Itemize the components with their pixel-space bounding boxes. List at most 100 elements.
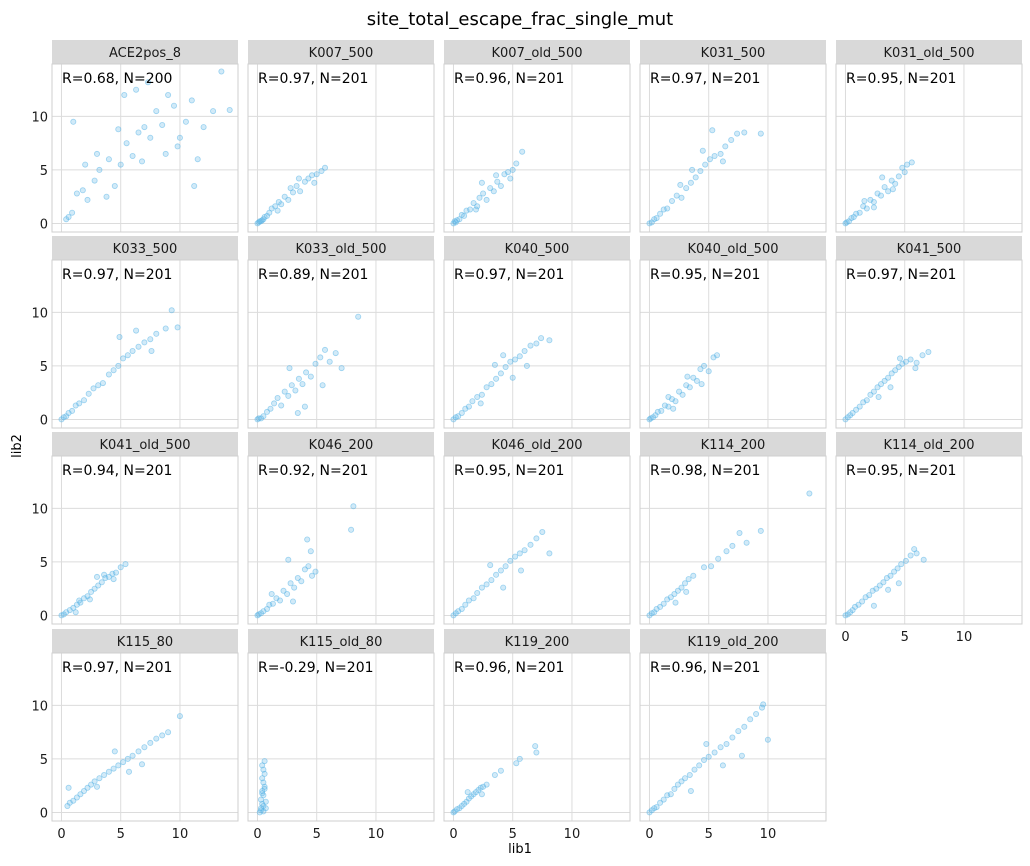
data-point	[512, 356, 519, 363]
data-point	[523, 362, 530, 369]
x-tick-label: 0	[449, 827, 457, 842]
data-point	[458, 409, 465, 416]
data-point	[653, 804, 660, 811]
panel-strip-label: K031_old_500	[884, 46, 975, 61]
data-point	[86, 596, 93, 603]
data-point	[881, 184, 888, 191]
panel-frame	[443, 63, 631, 233]
y-tick-label: 0	[40, 609, 48, 624]
panel-annotation: R=0.97, N=201	[454, 267, 564, 283]
data-point	[507, 358, 514, 365]
data-point	[693, 377, 700, 384]
data-point	[276, 597, 283, 604]
data-point	[901, 169, 908, 176]
data-point	[105, 371, 112, 378]
panel-k040-500: K040_500 R=0.97, N=201	[443, 236, 631, 429]
panel-annotation: R=0.95, N=201	[846, 463, 956, 479]
data-point	[174, 143, 181, 150]
data-point	[665, 403, 672, 410]
x-tick-label: 10	[956, 630, 973, 645]
data-point	[278, 201, 285, 208]
data-point	[493, 571, 500, 578]
panel-strip-label: K007_500	[309, 46, 374, 61]
data-point	[465, 403, 472, 410]
data-point	[483, 781, 490, 788]
data-point	[91, 177, 98, 184]
data-point	[291, 584, 298, 591]
data-point	[702, 161, 709, 168]
data-point	[509, 166, 516, 173]
data-point	[925, 348, 932, 355]
panel-strip	[248, 629, 434, 653]
y-axis-label: lib2	[10, 434, 25, 458]
data-point	[856, 209, 863, 216]
x-tick-label: 10	[172, 827, 189, 842]
data-point	[126, 768, 133, 775]
panel-strip-label: K040_500	[505, 242, 570, 257]
y-tick-label: 10	[31, 699, 48, 714]
panel-strip	[640, 629, 826, 653]
data-point	[307, 373, 314, 380]
y-tick-label: 0	[40, 413, 48, 428]
data-point	[870, 204, 877, 211]
x-tick-label: 0	[841, 630, 849, 645]
data-point	[747, 716, 754, 723]
data-point	[159, 732, 166, 739]
data-point	[135, 343, 142, 350]
data-point	[96, 166, 103, 173]
data-point	[887, 384, 894, 391]
data-point	[458, 606, 465, 613]
data-point	[670, 405, 677, 412]
panel-frame	[51, 63, 239, 233]
panel-strip	[836, 40, 1022, 64]
panel-k115-80: K115_80 R=0.97, N=201 0 5 10 0 5 10	[31, 629, 239, 842]
data-point	[895, 173, 902, 180]
data-point	[111, 748, 118, 755]
data-point	[667, 791, 674, 798]
data-point	[162, 150, 169, 157]
data-point	[285, 392, 292, 399]
panel-frame	[51, 259, 239, 429]
data-point	[188, 97, 195, 104]
facet-panels: ACE2pos_8 R=0.68, N=200 0 5 10 K007_500 R=0.97…	[31, 40, 1023, 842]
panel-strip	[444, 40, 630, 64]
data-point	[153, 330, 160, 337]
data-point	[679, 391, 686, 398]
data-point	[698, 381, 705, 388]
data-point	[911, 546, 918, 553]
data-point	[298, 578, 305, 585]
data-point	[305, 563, 312, 570]
data-point	[507, 557, 514, 564]
data-point	[147, 739, 154, 746]
y-tick-label: 0	[40, 217, 48, 232]
data-point	[533, 749, 540, 756]
data-point	[527, 342, 534, 349]
data-point	[701, 564, 708, 571]
data-point	[293, 182, 300, 189]
panel-k007-old-500: K007_old_500 R=0.96, N=201	[443, 40, 631, 233]
data-point	[866, 592, 873, 599]
data-point	[880, 579, 887, 586]
data-point	[494, 178, 501, 185]
data-point	[268, 591, 275, 598]
data-point	[483, 384, 490, 391]
y-tick-label: 5	[40, 753, 48, 768]
data-point	[706, 156, 713, 163]
panel-strip	[248, 432, 434, 456]
data-point	[480, 190, 487, 197]
data-point	[115, 362, 122, 369]
data-point	[690, 572, 697, 579]
panel-annotation: R=0.95, N=201	[454, 463, 564, 479]
data-point	[686, 384, 693, 391]
data-point	[129, 152, 136, 159]
data-point	[72, 609, 79, 616]
panel-k119-old-200: K119_old_200 R=0.96, N=201 0 5 10	[639, 629, 827, 842]
panel-annotation: R=0.97, N=201	[650, 71, 760, 87]
y-tick-label: 10	[31, 306, 48, 321]
data-point	[103, 193, 110, 200]
data-point	[686, 772, 693, 779]
data-point	[113, 569, 120, 576]
data-point	[913, 359, 920, 366]
data-point	[133, 86, 140, 93]
panel-frame	[247, 652, 435, 822]
